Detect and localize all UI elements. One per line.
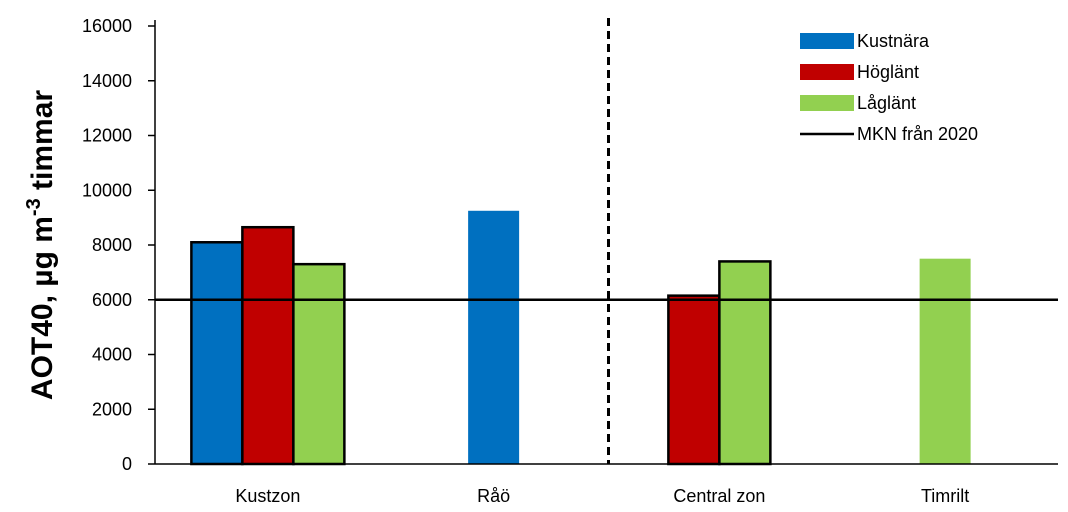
- y-tick-label: 16000: [82, 16, 132, 36]
- y-tick-label: 4000: [92, 345, 132, 365]
- y-tick-label: 6000: [92, 290, 132, 310]
- legend-label: Låglänt: [857, 93, 916, 113]
- bar: [667, 294, 721, 466]
- x-category-label: Råö: [477, 486, 510, 506]
- y-tick-label: 8000: [92, 235, 132, 255]
- y-tick-label: 0: [122, 454, 132, 474]
- svg-text:AOT40, µg m-3 timmar: AOT40, µg m-3 timmar: [23, 90, 59, 400]
- category-labels: Kustzon Råö Central zon Timrilt: [235, 486, 969, 506]
- y-tick-label: 2000: [92, 399, 132, 419]
- y-axis-label-main: AOT40, µg m: [26, 216, 59, 400]
- y-axis-label-tail: timmar: [26, 90, 59, 199]
- x-category-label: Central zon: [673, 486, 765, 506]
- y-tick-label: 10000: [82, 180, 132, 200]
- y-axis-label-superscript: -3: [23, 198, 45, 216]
- legend-label: Kustnära: [857, 31, 930, 51]
- bars: [190, 210, 971, 466]
- axes: [148, 18, 1058, 465]
- bar: [919, 258, 971, 464]
- y-tick-label: 14000: [82, 71, 132, 91]
- legend-swatch: [800, 64, 854, 80]
- bar: [718, 260, 772, 466]
- legend-label: Höglänt: [857, 62, 919, 82]
- legend: Kustnära Höglänt Låglänt MKN från 2020: [800, 31, 978, 144]
- bar: [190, 241, 244, 466]
- bar: [292, 262, 346, 466]
- bar: [468, 210, 520, 464]
- y-tick-labels: 0 2000 4000 6000 8000 10000 12000 14000 16000: [82, 16, 132, 474]
- y-axis-label: AOT40, µg m-3 timmar: [23, 90, 59, 400]
- x-category-label: Timrilt: [921, 486, 969, 506]
- legend-label: MKN från 2020: [857, 124, 978, 144]
- y-tick-label: 12000: [82, 126, 132, 146]
- bar: [241, 225, 295, 466]
- x-category-label: Kustzon: [235, 486, 300, 506]
- legend-swatch: [800, 95, 854, 111]
- legend-swatch: [800, 33, 854, 49]
